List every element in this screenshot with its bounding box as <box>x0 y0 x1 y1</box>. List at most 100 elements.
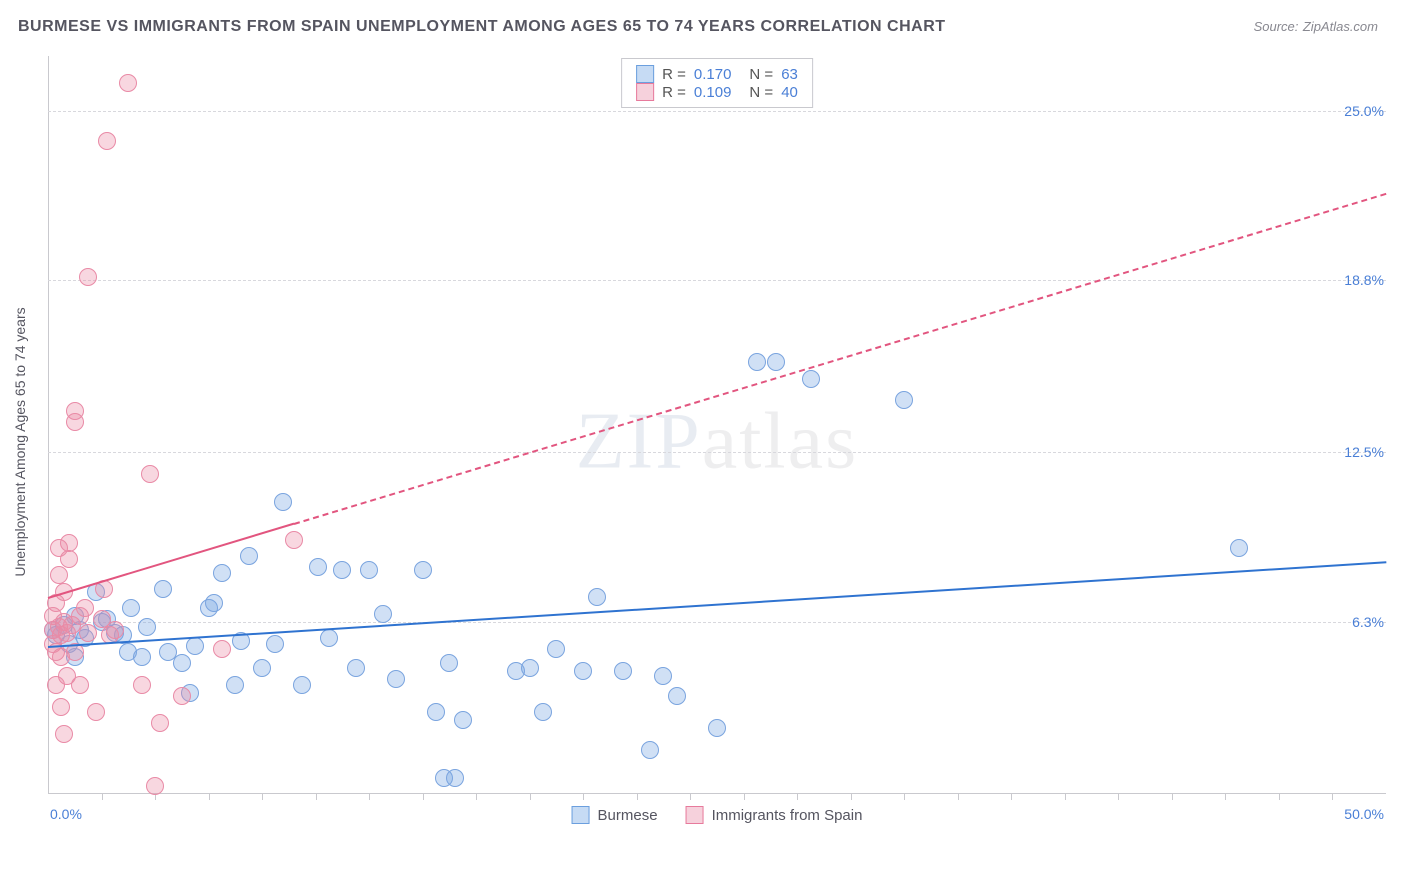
data-point <box>748 353 766 371</box>
data-point <box>588 588 606 606</box>
data-point <box>414 561 432 579</box>
data-point <box>293 676 311 694</box>
legend-r-value: 0.109 <box>694 84 732 101</box>
x-tick <box>1172 794 1173 800</box>
data-point <box>320 629 338 647</box>
x-tick <box>1065 794 1066 800</box>
legend-n-value: 63 <box>781 66 798 83</box>
data-point <box>146 777 164 795</box>
legend-item: Immigrants from Spain <box>686 806 863 824</box>
data-point <box>173 687 191 705</box>
legend-stat-row: R = 0.109 N = 40 <box>636 83 798 101</box>
scatter-plot: ZIPatlas R =0.170N =63R =0.109N =40 Burm… <box>48 56 1386 828</box>
legend-label: Burmese <box>598 807 658 824</box>
legend-n-value: 40 <box>781 84 798 101</box>
data-point <box>440 654 458 672</box>
x-tick <box>1011 794 1012 800</box>
data-point <box>141 465 159 483</box>
data-point <box>1230 539 1248 557</box>
data-point <box>547 640 565 658</box>
data-point <box>205 594 223 612</box>
watermark-bold: ZIP <box>576 398 702 486</box>
legend-r-label: R = <box>662 84 686 101</box>
data-point <box>55 725 73 743</box>
chart-area: Unemployment Among Ages 65 to 74 years Z… <box>48 56 1386 828</box>
x-tick <box>851 794 852 800</box>
x-tick <box>209 794 210 800</box>
data-point <box>614 662 632 680</box>
correlation-legend: R =0.170N =63R = 0.109 N = 40 <box>621 58 813 108</box>
legend-swatch <box>636 65 654 83</box>
data-point <box>154 580 172 598</box>
x-axis-line <box>48 793 1386 794</box>
data-point <box>50 566 68 584</box>
source-attribution: Source: ZipAtlas.com <box>1254 18 1378 36</box>
y-tick-label: 18.8% <box>1344 272 1384 288</box>
data-point <box>71 676 89 694</box>
x-tick <box>476 794 477 800</box>
data-point <box>138 618 156 636</box>
x-tick <box>423 794 424 800</box>
trend-line-dashed <box>294 193 1386 525</box>
data-point <box>387 670 405 688</box>
data-point <box>52 698 70 716</box>
data-point <box>151 714 169 732</box>
data-point <box>360 561 378 579</box>
data-point <box>98 132 116 150</box>
data-point <box>79 624 97 642</box>
grid-line <box>48 111 1386 112</box>
data-point <box>60 534 78 552</box>
series-legend: Burmese Immigrants from Spain <box>572 806 863 824</box>
grid-line <box>48 280 1386 281</box>
data-point <box>374 605 392 623</box>
x-tick <box>958 794 959 800</box>
legend-swatch <box>572 806 590 824</box>
x-tick <box>637 794 638 800</box>
y-tick-label: 6.3% <box>1352 614 1384 630</box>
data-point <box>285 531 303 549</box>
data-point <box>60 550 78 568</box>
data-point <box>802 370 820 388</box>
data-point <box>253 659 271 677</box>
data-point <box>654 667 672 685</box>
data-point <box>173 654 191 672</box>
data-point <box>446 769 464 787</box>
legend-n-label: N = <box>749 84 773 101</box>
data-point <box>122 599 140 617</box>
x-tick <box>1279 794 1280 800</box>
x-tick <box>690 794 691 800</box>
source-name: ZipAtlas.com <box>1303 19 1378 34</box>
data-point <box>76 599 94 617</box>
legend-swatch <box>686 806 704 824</box>
data-point <box>213 640 231 658</box>
data-point <box>87 703 105 721</box>
data-point <box>895 391 913 409</box>
data-point <box>119 74 137 92</box>
data-point <box>668 687 686 705</box>
data-point <box>521 659 539 677</box>
x-tick <box>1225 794 1226 800</box>
grid-line <box>48 452 1386 453</box>
source-label: Source: <box>1254 19 1299 34</box>
x-tick <box>155 794 156 800</box>
legend-stat-row: R =0.170N =63 <box>636 65 798 83</box>
data-point <box>309 558 327 576</box>
y-tick-label: 12.5% <box>1344 444 1384 460</box>
legend-label: Immigrants from Spain <box>712 807 863 824</box>
data-point <box>66 402 84 420</box>
data-point <box>454 711 472 729</box>
x-limit-label: 0.0% <box>50 806 82 822</box>
data-point <box>274 493 292 511</box>
x-tick <box>262 794 263 800</box>
legend-r-value: 0.170 <box>694 66 732 83</box>
data-point <box>266 635 284 653</box>
data-point <box>106 621 124 639</box>
data-point <box>333 561 351 579</box>
data-point <box>767 353 785 371</box>
data-point <box>133 676 151 694</box>
x-tick <box>1118 794 1119 800</box>
data-point <box>79 268 97 286</box>
x-tick <box>316 794 317 800</box>
legend-swatch <box>636 83 654 101</box>
x-tick <box>744 794 745 800</box>
